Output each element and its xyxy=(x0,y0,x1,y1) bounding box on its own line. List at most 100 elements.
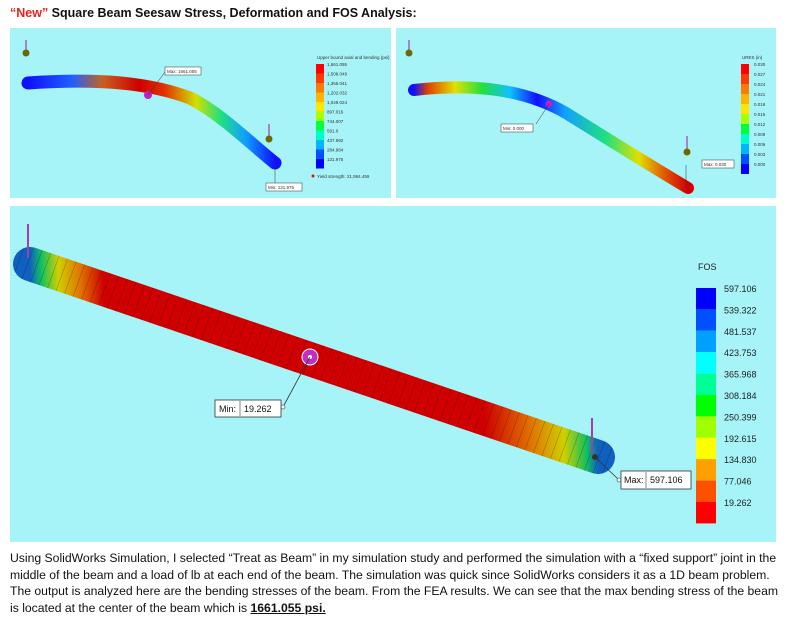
title-text: Square Beam Seesaw Stress, Deformation a… xyxy=(48,6,417,20)
fos-plot-panel: Min: 19.262 Max: 597.106 FOS 597.106 539.… xyxy=(10,206,776,542)
load-ball-icon xyxy=(405,49,413,57)
legend-swatch xyxy=(741,64,749,74)
legend-value: 308.184 xyxy=(724,391,757,401)
legend-swatch xyxy=(696,352,716,374)
legend-title: Upper bound axial and bending (psi) xyxy=(317,55,390,60)
legend-value: 0.018 xyxy=(754,102,766,107)
legend-value: 437.992 xyxy=(327,138,344,143)
legend-swatch xyxy=(696,416,716,438)
beam-shape xyxy=(408,81,694,194)
legend-value: 0.003 xyxy=(754,152,766,157)
legend-swatch xyxy=(741,164,749,174)
legend-value: 77.046 xyxy=(724,477,752,487)
legend-value: 134.830 xyxy=(724,455,757,465)
legend-value: 539.322 xyxy=(724,305,757,315)
legend-swatch xyxy=(741,134,749,144)
legend-swatch xyxy=(741,114,749,124)
legend-swatch xyxy=(696,502,716,524)
max-value: 597.106 xyxy=(650,475,683,485)
legend-value: 0.024 xyxy=(754,82,766,87)
legend-swatch xyxy=(741,94,749,104)
legend-swatch xyxy=(696,395,716,417)
fos-legend: 597.106 539.322 481.537 423.753 365.968 308.1… xyxy=(696,284,757,524)
legend-value: 0.021 xyxy=(754,92,766,97)
legend-swatch xyxy=(316,159,324,169)
description-paragraph: Using SolidWorks Simulation, I selected … xyxy=(10,550,782,616)
legend-value: 284.984 xyxy=(327,148,344,153)
legend-swatch xyxy=(696,459,716,481)
deformation-plot: Min: 0.000 Max: 0.030 URES (in) 0.0300.0… xyxy=(405,40,766,194)
legend-swatch xyxy=(316,92,324,102)
legend-value: 0.006 xyxy=(754,142,766,147)
max-tag: Max: 0.030 xyxy=(704,162,727,167)
beam-shape xyxy=(21,74,282,170)
legend-value: 897.016 xyxy=(327,110,344,115)
min-callout xyxy=(214,399,282,418)
legend-swatch xyxy=(741,124,749,134)
legend-swatch xyxy=(696,288,716,310)
legend-value: 423.753 xyxy=(724,348,757,358)
max-tag: Max: 1661.055 xyxy=(167,69,197,74)
legend-swatch xyxy=(741,74,749,84)
load-ball-icon xyxy=(683,148,691,156)
legend-value: 1,508.049 xyxy=(327,72,348,77)
legend-value: 250.399 xyxy=(724,412,757,422)
legend-swatch xyxy=(741,104,749,114)
legend-value: 1,049.024 xyxy=(327,100,348,105)
legend-swatch xyxy=(696,437,716,460)
new-label: “New” xyxy=(10,6,49,20)
legend-swatch xyxy=(696,373,716,395)
legend-value: 0.009 xyxy=(754,132,766,137)
legend-swatch xyxy=(316,121,324,131)
max-label: Max: xyxy=(624,475,644,485)
min-label: Min: xyxy=(219,404,236,414)
legend-value: 0.030 xyxy=(754,62,766,67)
legend-swatch xyxy=(741,154,749,164)
legend-swatch xyxy=(316,64,324,74)
legend-title: FOS xyxy=(698,262,717,272)
legend-value: 1,661.055 xyxy=(327,62,348,67)
min-tag: Min: 0.000 xyxy=(503,126,525,131)
page-title: “New” Square Beam Seesaw Stress, Deforma… xyxy=(10,6,417,20)
min-tag: Min: 131.975 xyxy=(268,185,295,190)
deformation-plot-panel: Min: 0.000 Max: 0.030 URES (in) 0.030 0.0… xyxy=(396,28,776,198)
legend-swatch xyxy=(741,84,749,94)
legend-swatch xyxy=(316,140,324,150)
legend-value: 591.0 xyxy=(327,129,339,134)
legend-value: 597.106 xyxy=(724,284,757,294)
legend-value: 0.012 xyxy=(754,122,766,127)
legend-swatch xyxy=(696,480,716,502)
legend-value: 1,355.041 xyxy=(327,81,348,86)
legend-value: 19.262 xyxy=(724,498,752,508)
fos-plot: Min: 19.262 Max: 597.106 FOS 597.106 539.… xyxy=(13,224,757,524)
legend-value: 365.968 xyxy=(724,370,757,380)
yield-label: Yield strength: 21,994.459 xyxy=(317,174,370,179)
legend-title: URES (in) xyxy=(742,55,763,60)
legend-value: 0.027 xyxy=(754,72,766,77)
stress-legend: 1,661.055 1,508.049 1,355.041 1,202.032 1,04… xyxy=(316,62,348,169)
min-value: 19.262 xyxy=(244,404,272,414)
description-text: Using SolidWorks Simulation, I selected … xyxy=(10,551,779,615)
legend-swatch xyxy=(316,83,324,93)
legend-value: 131.975 xyxy=(327,157,344,162)
legend-swatch xyxy=(316,102,324,112)
legend-value: 192.615 xyxy=(724,434,757,444)
legend-swatch xyxy=(316,149,324,159)
legend-swatch xyxy=(316,130,324,140)
stress-plot-panel: Max: 1661.055 Min: 131.975 Upper bound a… xyxy=(10,28,391,198)
load-ball-icon xyxy=(22,49,30,57)
deformation-legend: 0.030 0.027 0.024 0.021 0.018 0.015 0.012 0.009… xyxy=(741,62,766,174)
legend-swatch xyxy=(741,144,749,154)
load-ball-icon xyxy=(265,135,273,143)
legend-value: 481.537 xyxy=(724,327,757,337)
max-stress-value: 1661.055 psi. xyxy=(250,600,326,615)
legend-swatch xyxy=(696,330,716,353)
legend-value: 1,202.032 xyxy=(327,91,348,96)
max-callout xyxy=(620,470,692,490)
legend-value: 0.015 xyxy=(754,112,766,117)
legend-swatch xyxy=(696,309,716,331)
legend-value: 744.007 xyxy=(327,119,344,124)
legend-swatch xyxy=(316,73,324,83)
legend-swatch xyxy=(316,111,324,121)
legend-value: 0.000 xyxy=(754,162,766,167)
